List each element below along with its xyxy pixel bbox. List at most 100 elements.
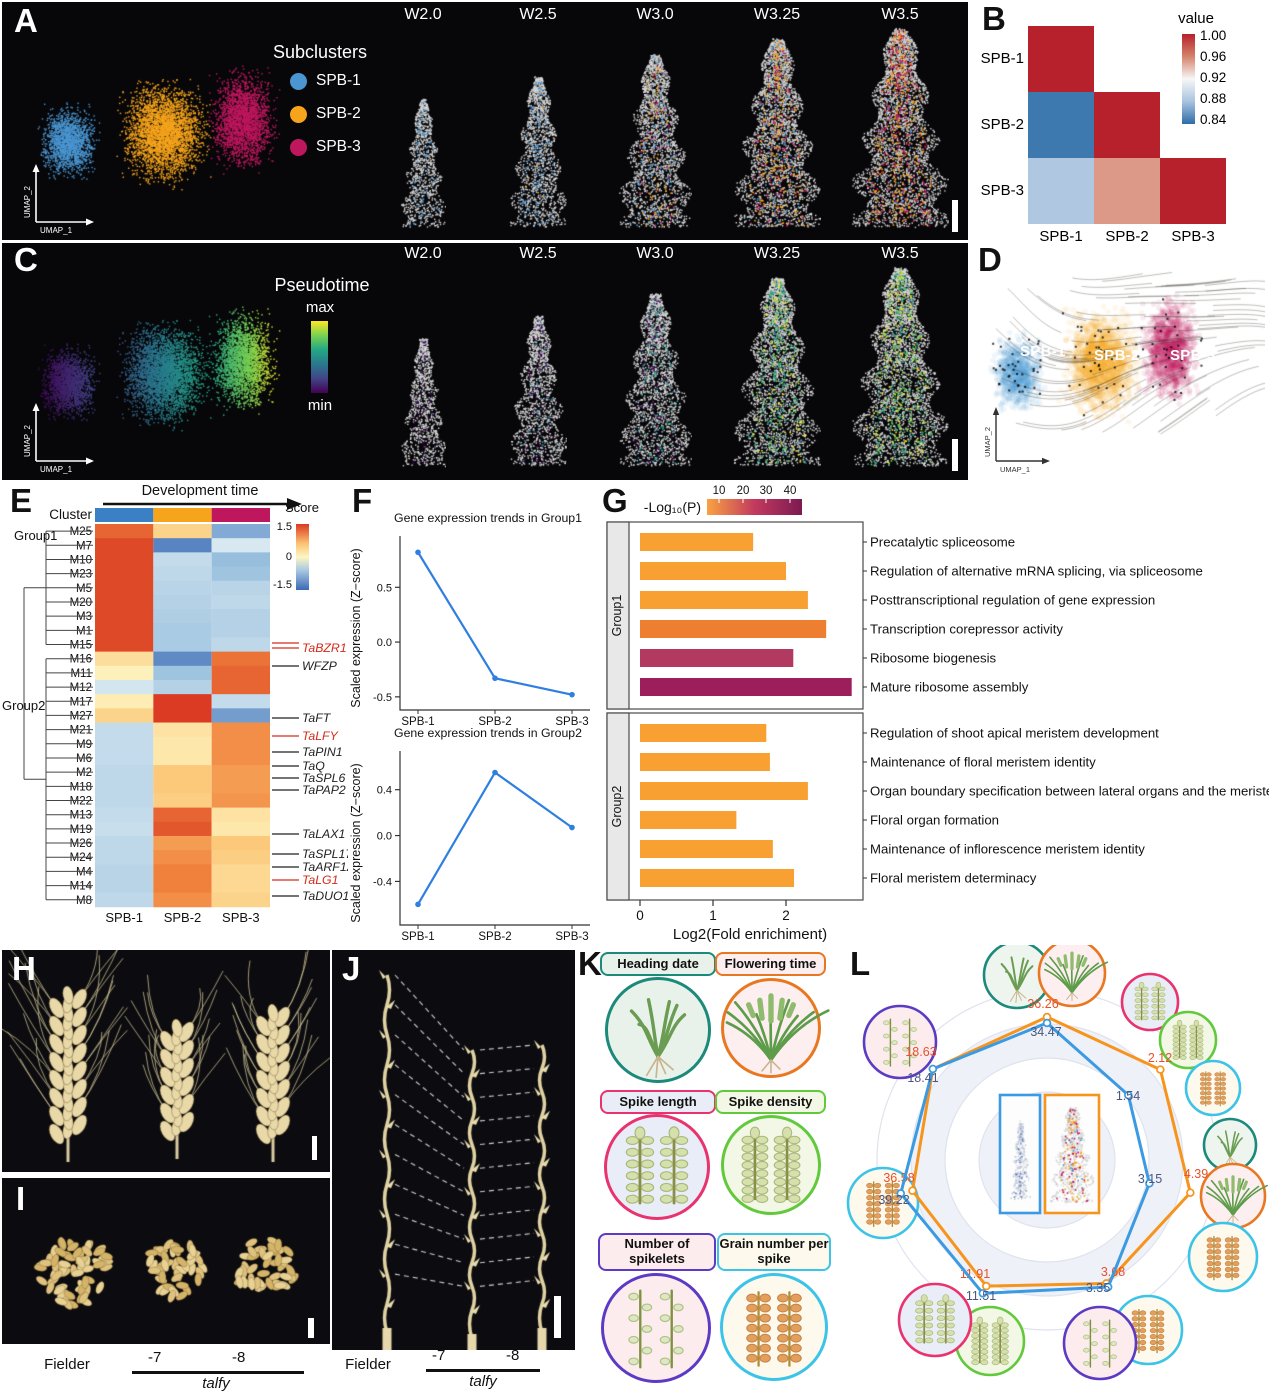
scale-bar xyxy=(312,1136,317,1160)
module-row-label: M16 xyxy=(70,654,92,666)
stage-label: W2.0 xyxy=(404,6,442,23)
heatmap-cell xyxy=(1028,92,1094,158)
scale-bar xyxy=(952,439,958,471)
module-row-label: M23 xyxy=(70,569,92,581)
panel-letter-g: G xyxy=(602,482,628,519)
spatial-spike-image xyxy=(400,95,446,233)
spikes-dense-icon xyxy=(1172,1019,1204,1060)
umap-axes: UMAP_2 UMAP_1 xyxy=(983,407,1050,474)
center-spike-blue xyxy=(1009,1117,1031,1205)
x-tick: 0 xyxy=(636,908,644,923)
module-row-label: M3 xyxy=(76,611,92,623)
go-term-label: Posttranscriptional regulation of gene e… xyxy=(870,593,1155,608)
pvalue-colorbar-label: -Log₁₀(P) xyxy=(644,499,701,515)
gene-label-TaLG1: TaLG1 xyxy=(302,873,338,887)
go-term-label: Maintenance of inflorescence meristem id… xyxy=(870,842,1145,857)
gene-label-TaPIN1: TaPIN1 xyxy=(302,745,343,759)
colorbar-tick: 0.88 xyxy=(1200,91,1227,106)
panel-a-umap-spatial: A UMAP_2 UMAP_1 Subclusters SPB-1 SPB-2 SP… xyxy=(2,2,968,240)
panel-f-expression-trends: F Gene expression trends in Group1 Scaled… xyxy=(348,482,600,942)
module-row-label: M15 xyxy=(70,640,92,652)
legend-label: SPB-1 xyxy=(316,72,361,89)
trend-title: Gene expression trends in Group1 xyxy=(394,511,582,525)
stage-label: W3.0 xyxy=(636,6,674,23)
spikes-dense-icon xyxy=(741,1126,801,1204)
grain-photo xyxy=(2,1178,330,1344)
stage-label: W2.5 xyxy=(519,245,557,262)
dendrogram xyxy=(23,530,93,901)
module-row-label: M2 xyxy=(76,767,92,779)
y-tick: 0.0 xyxy=(377,637,392,649)
seedling-icon xyxy=(1217,1130,1243,1168)
velocity-stream-plot xyxy=(978,257,1265,469)
trait-circle-spikes xyxy=(604,1114,710,1220)
module-row-label: M4 xyxy=(76,866,93,878)
spatial-spike-image xyxy=(618,51,692,233)
radar-value-label: 34.47 xyxy=(1030,1025,1061,1039)
panel-l-radar-chart: L 36.26 2.12 4.39 3.68 11.91 36.58 18.63 34.47 1… xyxy=(845,945,1269,1398)
go-term-label: Mature ribosome assembly xyxy=(870,680,1029,695)
go-term-label: Ribosome biogenesis xyxy=(870,651,996,666)
center-spike-orange xyxy=(1049,1103,1095,1209)
legend-label: SPB-3 xyxy=(316,138,361,155)
seedling-icon xyxy=(629,998,687,1079)
heatmap-col-label: SPB-3 xyxy=(222,910,260,925)
heatmap-cell xyxy=(1160,158,1226,224)
radar-value-label: 18.63 xyxy=(905,1045,936,1059)
panel-e-module-heatmap: E Development time Cluster M25 M7 M10 M23 M5 M2… xyxy=(0,482,348,942)
allele-8-label: -8 xyxy=(506,1347,520,1364)
trend-chart-group1: Gene expression trends in Group1 Scaled e… xyxy=(349,511,590,728)
colorbar-tick: 30 xyxy=(760,485,773,497)
cluster-label-spb3: SPB-3 xyxy=(1170,347,1216,364)
module-row-label: M27 xyxy=(70,710,92,722)
go-term-label: Regulation of alternative mRNA splicing,… xyxy=(870,564,1203,579)
gene-label-WFZP: WFZP xyxy=(302,659,338,673)
go-term-label: Precatalytic spliceosome xyxy=(870,535,1015,550)
trait-circle-grains xyxy=(720,1273,828,1381)
scale-bar xyxy=(554,1296,561,1338)
trait-pill-spikes: Spike length xyxy=(600,1090,716,1114)
genotype-wildtype-label: Fielder xyxy=(345,1356,391,1373)
spike-photo xyxy=(2,950,330,1172)
legend-label: SPB-2 xyxy=(316,105,361,122)
module-row-label: M26 xyxy=(70,838,92,850)
group1-label: Group1 xyxy=(14,528,57,543)
radar-value-label: 3.15 xyxy=(1138,1172,1162,1186)
panel-letter-c: C xyxy=(14,243,38,278)
panel-letter-i: I xyxy=(16,1180,26,1217)
umap-x-axis-label: UMAP_1 xyxy=(40,226,73,235)
score-tick: -1.5 xyxy=(273,579,292,591)
row-label: SPB-3 xyxy=(980,182,1024,199)
group2-label: Group2 xyxy=(2,698,45,713)
y-tick: 0.5 xyxy=(377,582,392,594)
panel-i-grain-photo: I xyxy=(2,1178,330,1344)
module-row-label: M11 xyxy=(70,668,92,680)
spikes-icon xyxy=(915,1294,955,1344)
cluster-bar-label: Cluster xyxy=(49,507,92,522)
gene-label-TaLFY: TaLFY xyxy=(302,729,339,743)
module-row-label: M1 xyxy=(76,625,92,637)
pseudotime-legend-title: Pseudotime xyxy=(274,275,370,295)
module-row-label: M13 xyxy=(70,810,92,822)
colorbar-tick: 40 xyxy=(784,485,797,497)
row-label: SPB-1 xyxy=(980,50,1024,67)
umap-x-axis-label: UMAP_1 xyxy=(1000,465,1030,474)
umap-subclusters-plot xyxy=(22,32,352,232)
stage-label: W2.5 xyxy=(519,6,557,23)
radar-value-label: 11.51 xyxy=(966,1289,996,1303)
gene-label-TaPAP2: TaPAP2 xyxy=(302,783,346,797)
module-row-label: M9 xyxy=(76,739,92,751)
gene-label-TaFT: TaFT xyxy=(302,711,332,725)
spatial-spike-image xyxy=(851,25,949,233)
allele-8-label: -8 xyxy=(232,1349,246,1366)
mutant-underline xyxy=(426,1369,540,1372)
umap-pseudotime-plot xyxy=(22,273,352,473)
colorbar-tick: 0.96 xyxy=(1200,49,1227,64)
trait-circle-spikes-dense xyxy=(721,1115,821,1215)
grains-icon xyxy=(1206,1235,1240,1281)
seedling-icon xyxy=(1000,956,1034,1003)
radar-value-label: 36.58 xyxy=(883,1171,914,1185)
trend-chart-group2: Gene expression trends in Group2 Scaled e… xyxy=(349,726,590,942)
scale-bar xyxy=(952,200,958,232)
